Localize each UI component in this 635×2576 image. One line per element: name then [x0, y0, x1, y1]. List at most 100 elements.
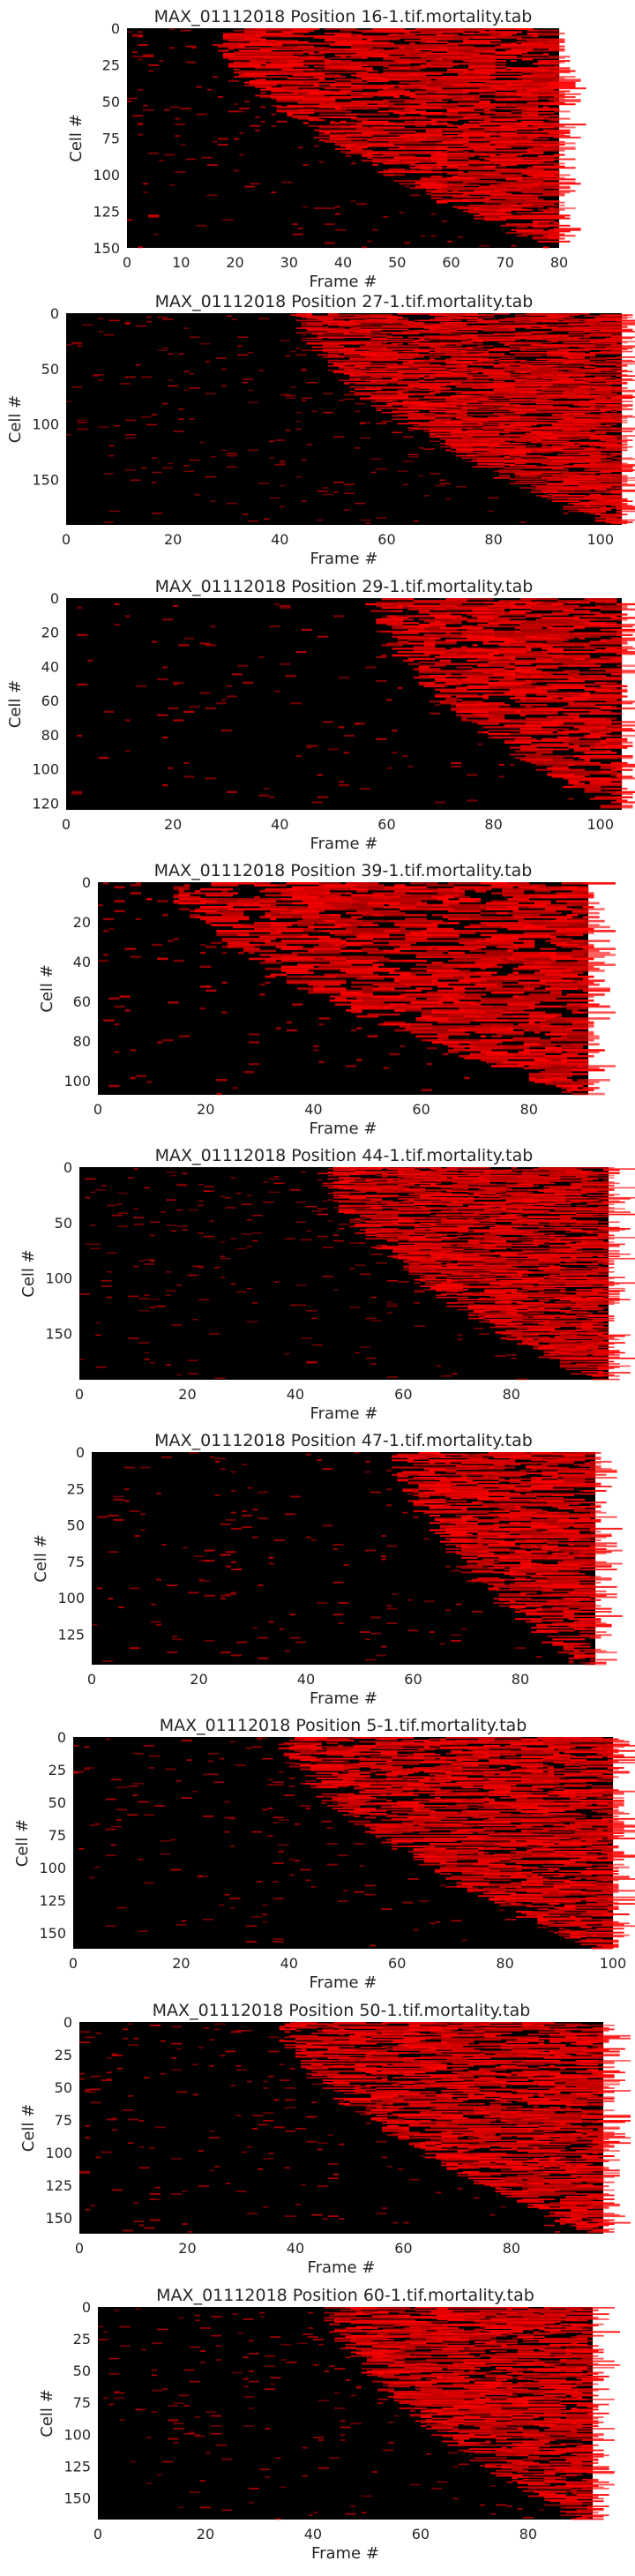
heatmap-cell	[445, 376, 467, 378]
heatmap-cell	[547, 489, 574, 491]
heatmap-cell	[514, 450, 532, 453]
heatmap-cell	[509, 387, 527, 389]
heatmap-cell	[381, 598, 409, 601]
heatmap-cell	[324, 930, 331, 932]
heatmap-cell	[616, 319, 635, 322]
heatmap-cell	[493, 668, 505, 670]
heatmap-cell	[448, 882, 482, 885]
heatmap-cell	[362, 947, 379, 950]
heatmap-cell	[504, 319, 521, 322]
heatmap-cell	[488, 683, 500, 686]
heatmap-cell	[519, 347, 537, 349]
heatmap-cell	[318, 139, 352, 142]
heatmap-cell	[516, 230, 534, 233]
heatmap-cell	[461, 322, 489, 324]
heatmap-cell	[346, 103, 368, 106]
heatmap-cell	[397, 389, 404, 392]
heatmap-cell	[600, 407, 623, 409]
heatmap-cell	[469, 981, 503, 985]
heatmap-cell	[589, 370, 601, 371]
heatmap-cell	[484, 180, 496, 183]
heatmap-cell	[467, 401, 478, 402]
heatmap-cell	[616, 467, 633, 469]
heatmap-cell	[407, 342, 430, 345]
heatmap-cell	[351, 86, 368, 88]
heatmap-cell	[285, 394, 296, 397]
heatmap-cell	[410, 973, 416, 977]
heatmap-cell	[402, 331, 420, 333]
heatmap-cell	[143, 54, 154, 56]
heatmap-cell	[280, 663, 291, 665]
heatmap-cell	[550, 933, 567, 937]
heatmap-cell	[482, 671, 516, 674]
heatmap-cell	[418, 423, 452, 426]
heatmap-cell	[425, 192, 432, 195]
heatmap-cell	[468, 135, 490, 138]
heatmap-cell	[415, 28, 448, 31]
heatmap-cell	[259, 882, 271, 885]
heatmap-cell	[498, 318, 532, 320]
heatmap-cell	[579, 313, 591, 315]
heatmap-cell	[557, 620, 579, 623]
heatmap-cell	[547, 324, 558, 326]
heatmap-cell	[399, 86, 405, 88]
heatmap-cell	[346, 93, 362, 95]
heatmap-cell	[317, 796, 328, 798]
heatmap-cell	[495, 165, 506, 168]
heatmap-cell	[409, 76, 443, 79]
heatmap-cell	[547, 693, 579, 696]
heatmap-cell	[605, 359, 633, 362]
heatmap-cell	[509, 454, 521, 457]
heatmap-cell	[415, 975, 422, 978]
heatmap-cell	[362, 104, 368, 107]
heatmap-cell	[584, 708, 601, 712]
heatmap-cell	[519, 410, 548, 413]
heatmap-cell	[557, 431, 579, 432]
heatmap-cell	[594, 475, 601, 477]
heatmap-cell	[468, 113, 480, 116]
heatmap-cell	[511, 228, 544, 231]
heatmap-cell	[452, 38, 459, 41]
heatmap-cell	[456, 617, 462, 619]
heatmap-cell	[281, 35, 315, 38]
heatmap-cell	[297, 45, 315, 48]
heatmap-cell	[579, 476, 607, 478]
heatmap-cell	[329, 962, 336, 964]
heatmap-cell	[445, 649, 467, 652]
heatmap-cell	[542, 617, 574, 619]
heatmap-cell	[509, 336, 527, 339]
heatmap-cell	[423, 326, 441, 328]
heatmap-cell	[340, 135, 352, 138]
heatmap-cell	[556, 900, 589, 902]
heatmap-cell	[178, 894, 190, 897]
heatmap-cell	[477, 462, 505, 465]
heatmap-cell	[537, 215, 544, 218]
heatmap-cell	[370, 371, 404, 372]
heatmap-cell	[175, 171, 186, 174]
heatmap-cell	[453, 902, 459, 905]
heatmap-cell	[484, 190, 501, 192]
heatmap-cell	[437, 887, 459, 891]
heatmap-cell	[423, 377, 436, 379]
heatmap-cell	[280, 604, 291, 607]
heatmap-cell	[579, 481, 601, 483]
heatmap-cell	[372, 94, 378, 97]
heatmap-cell	[610, 337, 633, 340]
heatmap-cell	[542, 377, 564, 379]
heatmap-cell	[557, 661, 579, 663]
heatmap-cell	[376, 405, 392, 407]
heatmap-cell	[573, 774, 591, 776]
heatmap-cell	[228, 110, 240, 113]
heatmap-cell	[493, 358, 500, 361]
heatmap-cell	[372, 963, 385, 966]
heatmap-cell	[322, 348, 355, 350]
heatmap-cell	[383, 71, 405, 74]
heatmap-cell	[456, 652, 489, 655]
heatmap-cell	[616, 394, 633, 397]
heatmap-cell	[415, 45, 448, 48]
heatmap-cell	[463, 188, 496, 191]
heatmap-cell	[563, 480, 596, 483]
heatmap-cell	[360, 341, 392, 343]
heatmap-cell	[548, 77, 565, 79]
